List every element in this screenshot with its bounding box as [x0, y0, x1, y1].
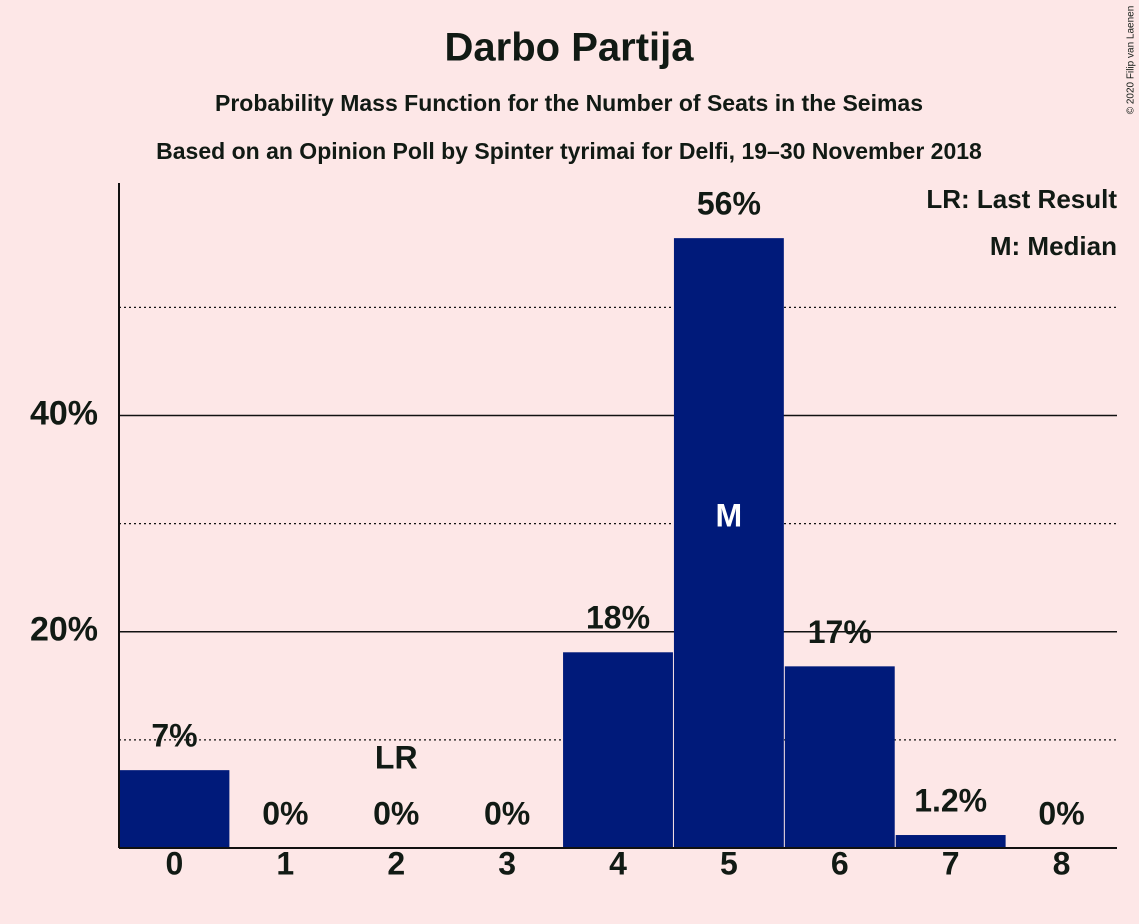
- x-tick-label: 2: [387, 845, 405, 881]
- x-tick-label: 1: [276, 845, 294, 881]
- x-tick-label: 0: [166, 845, 184, 881]
- copyright: © 2020 Filip van Laenen: [1126, 6, 1137, 115]
- x-tick-label: 3: [498, 845, 516, 881]
- value-label: 0%: [373, 795, 419, 831]
- x-tick-label: 8: [1053, 845, 1071, 881]
- value-label: 0%: [1038, 795, 1084, 831]
- value-label: 0%: [262, 795, 308, 831]
- value-label: 0%: [484, 795, 530, 831]
- chart-title: Darbo Partija: [445, 26, 695, 70]
- value-label: 7%: [151, 718, 197, 754]
- chart-subtitle: Probability Mass Function for the Number…: [215, 90, 923, 116]
- legend-note: M: Median: [990, 231, 1117, 261]
- value-label: 56%: [697, 186, 761, 222]
- value-label: 18%: [586, 600, 650, 636]
- bar: [673, 238, 784, 848]
- value-label: 17%: [808, 614, 872, 650]
- legend-note: LR: Last Result: [926, 184, 1117, 214]
- bar: [119, 770, 230, 848]
- y-tick-label: 20%: [30, 611, 98, 649]
- x-tick-label: 6: [831, 845, 849, 881]
- x-tick-label: 5: [720, 845, 738, 881]
- marker-label: LR: [375, 739, 418, 775]
- value-label: 1.2%: [914, 782, 987, 818]
- chart-subtitle: Based on an Opinion Poll by Spinter tyri…: [156, 138, 982, 164]
- bar: [895, 835, 1006, 848]
- marker-label: M: [716, 498, 743, 534]
- bar: [563, 652, 673, 848]
- x-tick-label: 4: [609, 845, 627, 881]
- bar: [784, 666, 895, 848]
- x-tick-label: 7: [942, 845, 960, 881]
- y-tick-label: 40%: [30, 394, 98, 432]
